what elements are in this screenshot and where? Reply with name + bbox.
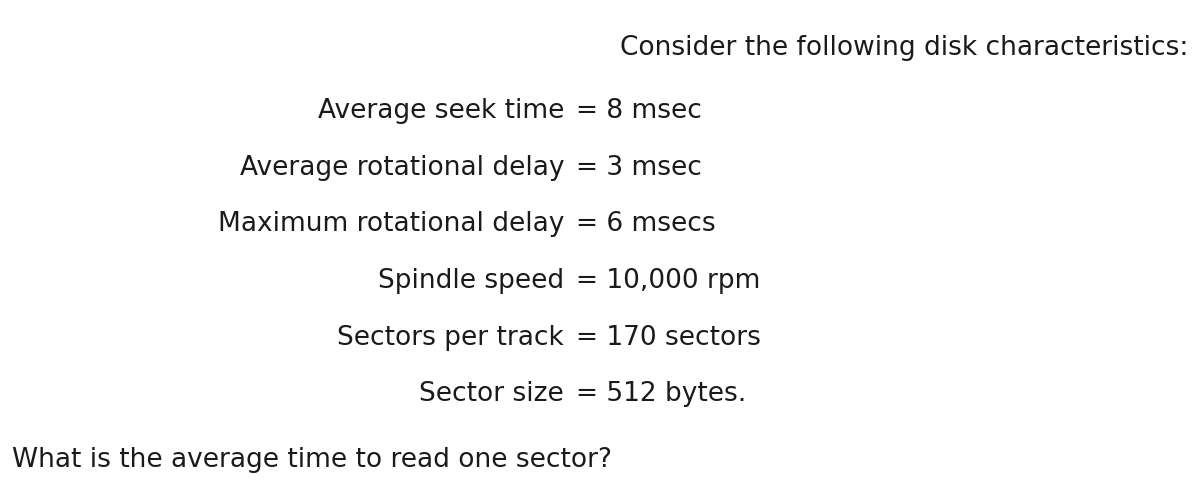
- Text: = 10,000 rpm: = 10,000 rpm: [576, 268, 761, 294]
- Text: Sectors per track: Sectors per track: [337, 325, 564, 351]
- Text: Average seek time: Average seek time: [318, 98, 564, 124]
- Text: = 6 msecs: = 6 msecs: [576, 211, 715, 237]
- Text: Spindle speed: Spindle speed: [378, 268, 564, 294]
- Text: = 3 msec: = 3 msec: [576, 155, 702, 180]
- Text: = 8 msec: = 8 msec: [576, 98, 702, 124]
- Text: What is the average time to read one sector?: What is the average time to read one sec…: [12, 447, 612, 473]
- Text: = 512 bytes.: = 512 bytes.: [576, 382, 746, 407]
- Text: Consider the following disk characteristics:: Consider the following disk characterist…: [619, 35, 1188, 61]
- Text: Sector size: Sector size: [419, 382, 564, 407]
- Text: Maximum rotational delay: Maximum rotational delay: [217, 211, 564, 237]
- Text: = 170 sectors: = 170 sectors: [576, 325, 761, 351]
- Text: Average rotational delay: Average rotational delay: [240, 155, 564, 180]
